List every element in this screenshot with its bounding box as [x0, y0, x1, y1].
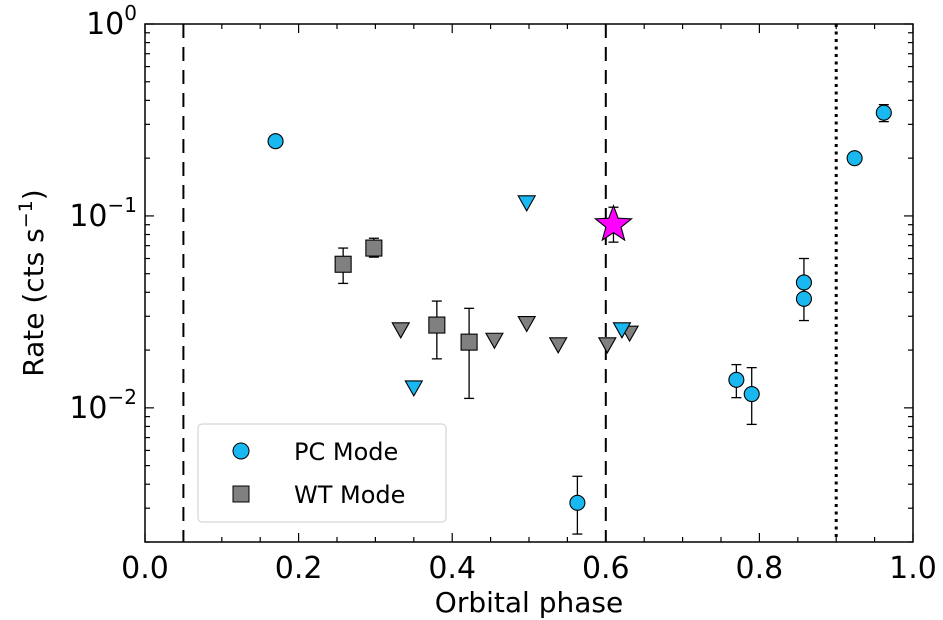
x-tick-label: 1.0 — [889, 551, 937, 586]
plot-frame — [144, 23, 914, 543]
x-tick-label: 0.8 — [736, 551, 784, 586]
reference-lines — [182, 24, 838, 542]
point-square — [365, 239, 383, 257]
point-triangle-down — [612, 322, 632, 339]
point-square — [428, 316, 446, 334]
y-tick-label: 10−1 — [69, 193, 137, 234]
y-axis-title-end: ) — [17, 189, 50, 200]
y-tick-base: 10 — [69, 391, 107, 426]
point-square — [460, 333, 478, 351]
legend-wt-marker — [232, 485, 250, 503]
point-circle — [846, 150, 863, 167]
data-points — [267, 104, 892, 511]
point-circle — [569, 494, 586, 511]
y-tick-base: 10 — [69, 199, 107, 234]
x-tick-label: 0.4 — [428, 551, 476, 586]
point-triangle-down — [597, 337, 617, 354]
point-circle — [728, 371, 745, 388]
legend-pc-marker — [232, 442, 250, 460]
legend-wt-label: WT Mode — [294, 481, 405, 509]
point-triangle-down — [517, 195, 537, 212]
y-axis-title-exponent: −1 — [15, 200, 37, 228]
y-tick-exponent: −2 — [108, 385, 137, 409]
point-circle — [267, 133, 284, 150]
y-tick-exponent: 0 — [124, 1, 137, 25]
point-circle — [875, 104, 892, 121]
point-triangle-down — [548, 337, 568, 354]
point-star — [593, 204, 634, 242]
legend-box — [197, 423, 447, 523]
point-square — [334, 255, 352, 273]
point-circle — [795, 274, 812, 291]
point-triangle-down — [404, 380, 424, 398]
x-axis-title: Orbital phase — [435, 586, 623, 619]
legend-pc-label: PC Mode — [294, 438, 398, 466]
point-triangle-down — [391, 322, 411, 339]
y-axis-title-main: Rate (cts s — [17, 228, 50, 376]
legend: PC Mode WT Mode — [197, 423, 447, 523]
y-tick-base: 10 — [86, 7, 124, 42]
y-tick-label: 100 — [86, 1, 137, 42]
x-tick-label: 0.6 — [582, 551, 630, 586]
point-circle — [743, 386, 760, 403]
y-tick-exponent: −1 — [108, 193, 137, 217]
y-axis-title: Rate (cts s−1) — [15, 189, 50, 376]
x-tick-labels: 0.0 0.2 0.4 0.6 0.8 1.0 — [121, 551, 937, 586]
point-triangle-down — [484, 332, 504, 350]
point-circle — [795, 290, 812, 307]
x-tick-label: 0.2 — [275, 551, 323, 586]
point-triangle-down — [517, 315, 537, 333]
x-tick-label: 0.0 — [121, 551, 169, 586]
y-tick-label: 10−2 — [69, 385, 137, 426]
